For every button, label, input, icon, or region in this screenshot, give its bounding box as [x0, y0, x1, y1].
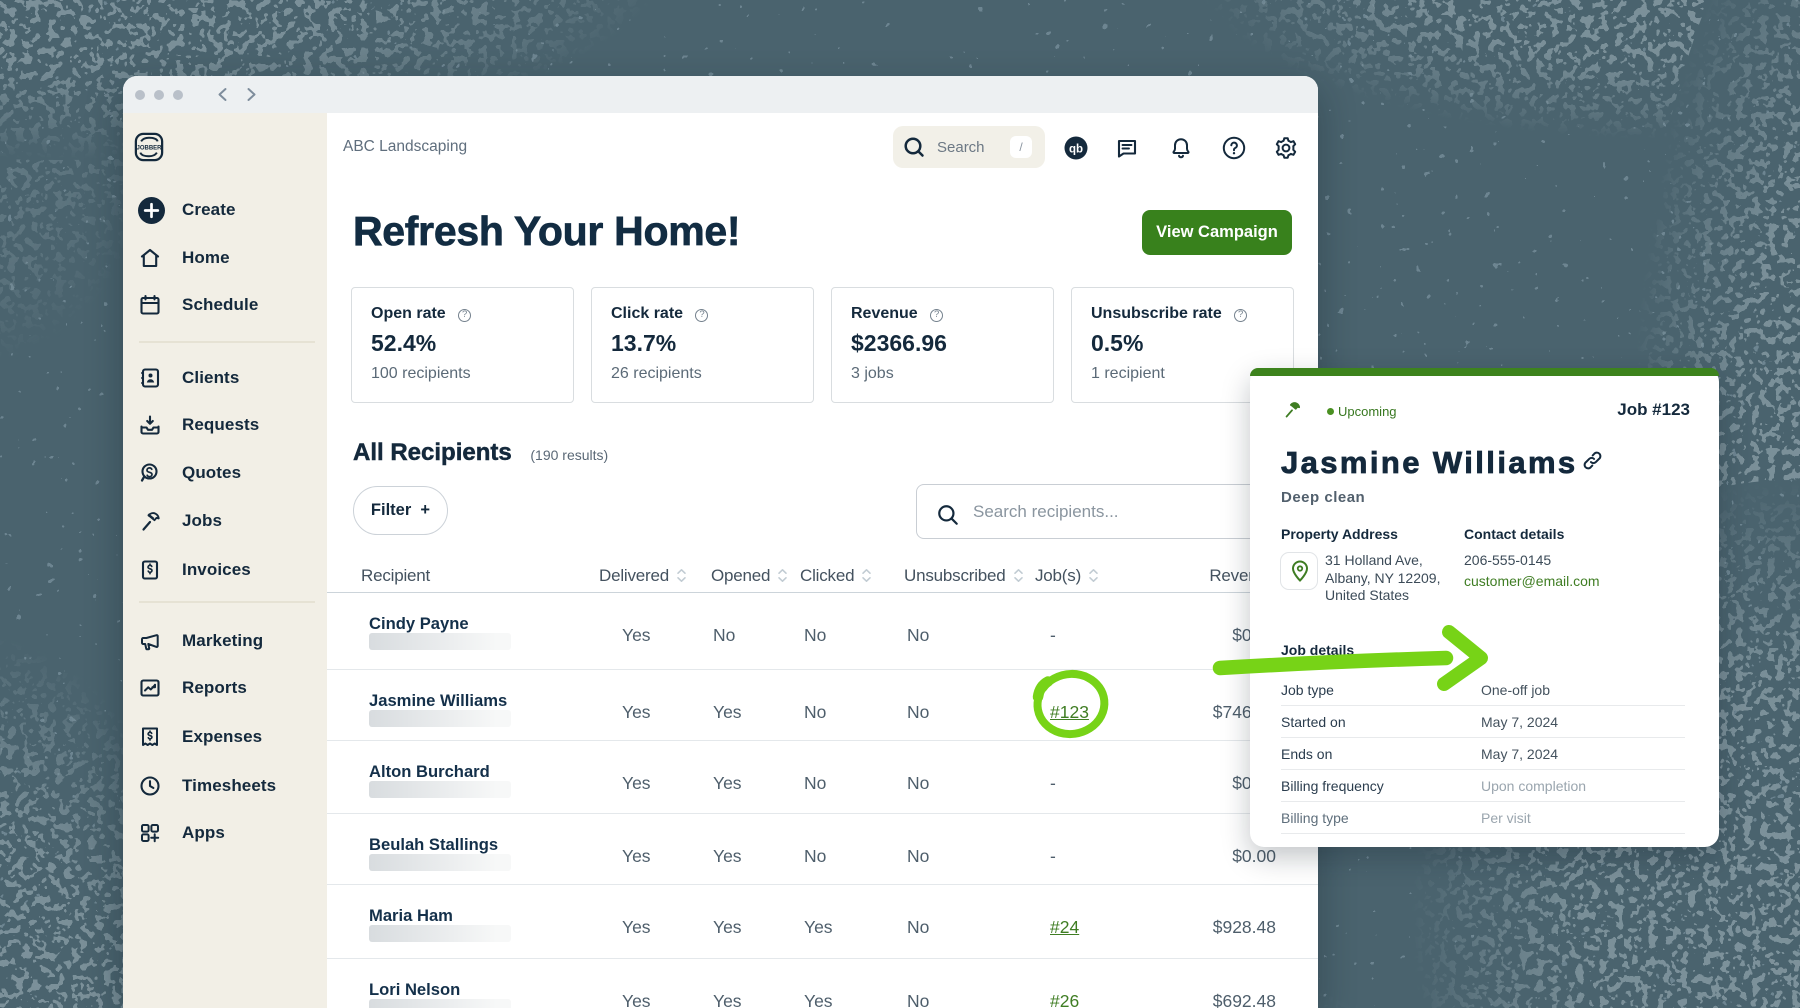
- svg-text:qb: qb: [1069, 143, 1083, 155]
- svg-text:JOBBER: JOBBER: [136, 145, 162, 151]
